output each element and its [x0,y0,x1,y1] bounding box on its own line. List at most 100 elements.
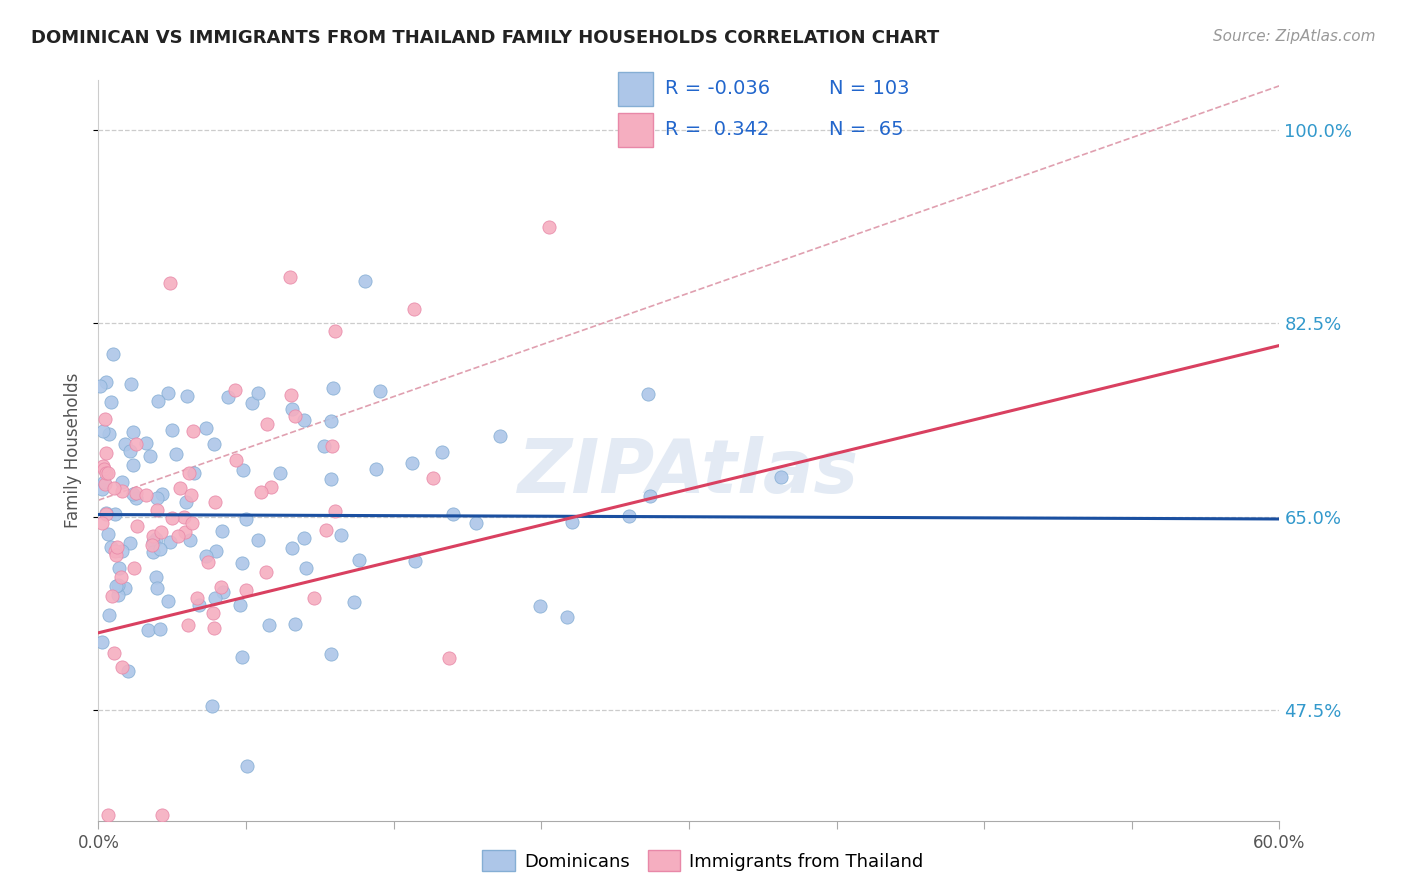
Point [101,589,124,603]
Point [91,635,114,649]
Text: N = 103: N = 103 [828,79,910,98]
Point [165,447,187,461]
Point [269,466,291,480]
Point [94,506,117,520]
Point [202,436,225,450]
Point [260,480,283,494]
Point [122,487,145,501]
Point [105,579,128,593]
Point [94,446,117,460]
Point [217,390,239,404]
Point [122,458,145,472]
Point [93,424,115,438]
Point [107,577,129,591]
Point [204,543,226,558]
Point [111,660,134,674]
Point [366,462,388,476]
Point [401,456,423,470]
Point [93,475,115,489]
Text: R = -0.036: R = -0.036 [665,79,770,98]
Point [94,507,117,521]
Point [160,510,183,524]
Point [100,541,122,555]
Point [103,481,125,495]
Point [201,606,224,620]
Point [368,384,391,398]
Point [212,584,235,599]
Point [139,450,162,464]
Point [235,583,257,598]
Point [142,545,165,559]
Point [105,549,128,563]
Point [229,599,252,613]
Point [101,346,124,360]
Point [157,386,180,401]
Point [347,553,370,567]
Point [183,466,205,480]
Point [108,561,131,575]
Point [325,325,347,339]
Point [104,507,127,521]
Point [211,524,233,539]
Point [135,435,157,450]
Point [142,529,165,543]
Point [100,395,122,409]
Point [489,429,512,443]
Point [149,524,172,539]
Point [561,516,583,530]
Point [105,540,128,554]
Point [146,503,169,517]
Point [111,483,134,498]
Point [97,427,120,442]
Text: ZIPAtlas: ZIPAtlas [519,436,859,509]
Point [97,526,120,541]
Point [353,274,375,288]
Point [404,554,426,568]
Point [281,402,304,417]
Point [292,412,315,426]
Point [280,388,302,402]
Point [145,532,167,546]
Point [437,650,460,665]
Point [769,469,792,483]
Point [179,466,201,480]
Point [156,594,179,608]
FancyBboxPatch shape [619,72,652,105]
Point [247,385,270,400]
Point [529,599,551,614]
Point [319,647,342,661]
Point [176,617,198,632]
Point [146,581,169,595]
Point [209,580,232,594]
Point [91,459,114,474]
Point [188,599,211,613]
Point [150,808,173,822]
Point [142,535,165,549]
Point [169,481,191,495]
Point [124,561,146,575]
Point [111,543,134,558]
Point [278,270,301,285]
Point [93,411,115,425]
Point [159,535,181,549]
Point [235,511,257,525]
Point [181,424,204,438]
Point [94,375,117,389]
Point [292,531,315,545]
Point [342,595,364,609]
Point [259,618,281,632]
Point [174,495,197,509]
Point [125,485,148,500]
Point [93,462,115,476]
Point [114,437,136,451]
Point [94,466,117,480]
Point [110,570,132,584]
Point [145,570,167,584]
Point [638,490,661,504]
Point [111,475,134,489]
Point [231,650,253,665]
Point [97,808,120,822]
Point [231,556,253,570]
Point [284,409,307,424]
Point [98,607,121,622]
